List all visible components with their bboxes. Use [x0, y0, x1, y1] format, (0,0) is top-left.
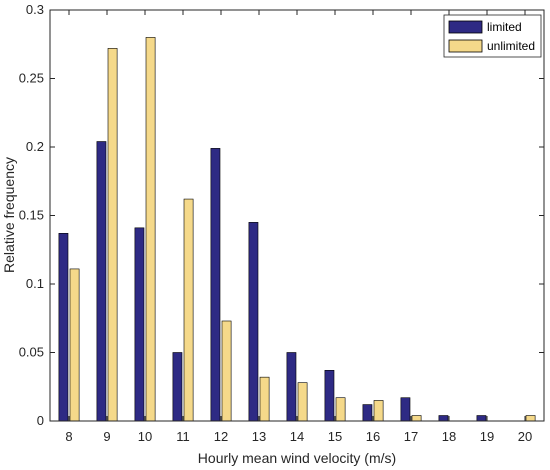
bar-unlimited-14 — [297, 382, 308, 422]
bar-unlimited-13 — [259, 376, 270, 422]
bar-limited-12 — [210, 148, 221, 422]
bar-unlimited-15 — [335, 397, 346, 422]
bar-unlimited-16 — [373, 400, 384, 422]
x-axis-label: Hourly mean wind velocity (m/s) — [198, 450, 396, 466]
x-tick-label: 15 — [328, 429, 342, 444]
legend-label-unlimited: unlimited — [487, 39, 535, 53]
bar-unlimited-8 — [69, 268, 80, 422]
bar-unlimited-11 — [183, 198, 194, 422]
bar-limited-16 — [362, 404, 373, 422]
x-tick-label: 12 — [214, 429, 228, 444]
bar-unlimited-20 — [525, 415, 536, 422]
x-ticks-group: 8 9 10 11 12 13 14 15 16 17 18 19 20 — [65, 10, 532, 444]
plot-area — [50, 10, 544, 421]
y-axis-label: Relative frequency — [1, 157, 17, 273]
bar-limited-17 — [400, 397, 411, 422]
legend-swatch-limited — [448, 20, 483, 34]
x-tick-label: 13 — [252, 429, 266, 444]
x-tick-label: 17 — [404, 429, 418, 444]
bar-limited-9 — [96, 141, 107, 422]
y-ticks-group: 0 0.05 0.1 0.15 0.2 0.25 0.3 — [19, 2, 544, 428]
x-tick-label: 9 — [103, 429, 110, 444]
x-tick-label: 19 — [480, 429, 494, 444]
x-tick-label: 11 — [176, 429, 190, 444]
bar-limited-8 — [58, 233, 69, 422]
bar-limited-10 — [134, 227, 145, 422]
x-tick-label: 14 — [290, 429, 304, 444]
y-tick-label: 0.1 — [26, 276, 44, 291]
bar-limited-13 — [248, 222, 259, 422]
y-tick-label: 0.2 — [26, 139, 44, 154]
y-tick-label: 0.05 — [19, 345, 44, 360]
y-tick-label: 0 — [37, 413, 44, 428]
y-tick-label: 0.3 — [26, 2, 44, 17]
legend: limited unlimited — [443, 14, 542, 58]
y-tick-label: 0.15 — [19, 208, 44, 223]
bar-limited-18 — [438, 415, 449, 422]
legend-swatch-unlimited — [448, 39, 483, 53]
bar-limited-19 — [476, 415, 487, 422]
x-tick-label: 8 — [65, 429, 72, 444]
bar-unlimited-9 — [107, 48, 118, 422]
y-tick-label: 0.25 — [19, 71, 44, 86]
bar-limited-11 — [172, 352, 183, 422]
x-tick-label: 20 — [518, 429, 532, 444]
bar-unlimited-10 — [145, 37, 156, 422]
bar-unlimited-17 — [411, 415, 422, 422]
bar-limited-15 — [324, 370, 335, 422]
x-tick-label: 10 — [138, 429, 152, 444]
bar-limited-14 — [286, 352, 297, 422]
bars-group — [58, 37, 536, 422]
x-tick-label: 16 — [366, 429, 380, 444]
x-tick-label: 18 — [442, 429, 456, 444]
bar-unlimited-12 — [221, 320, 232, 422]
legend-label-limited: limited — [487, 20, 522, 34]
